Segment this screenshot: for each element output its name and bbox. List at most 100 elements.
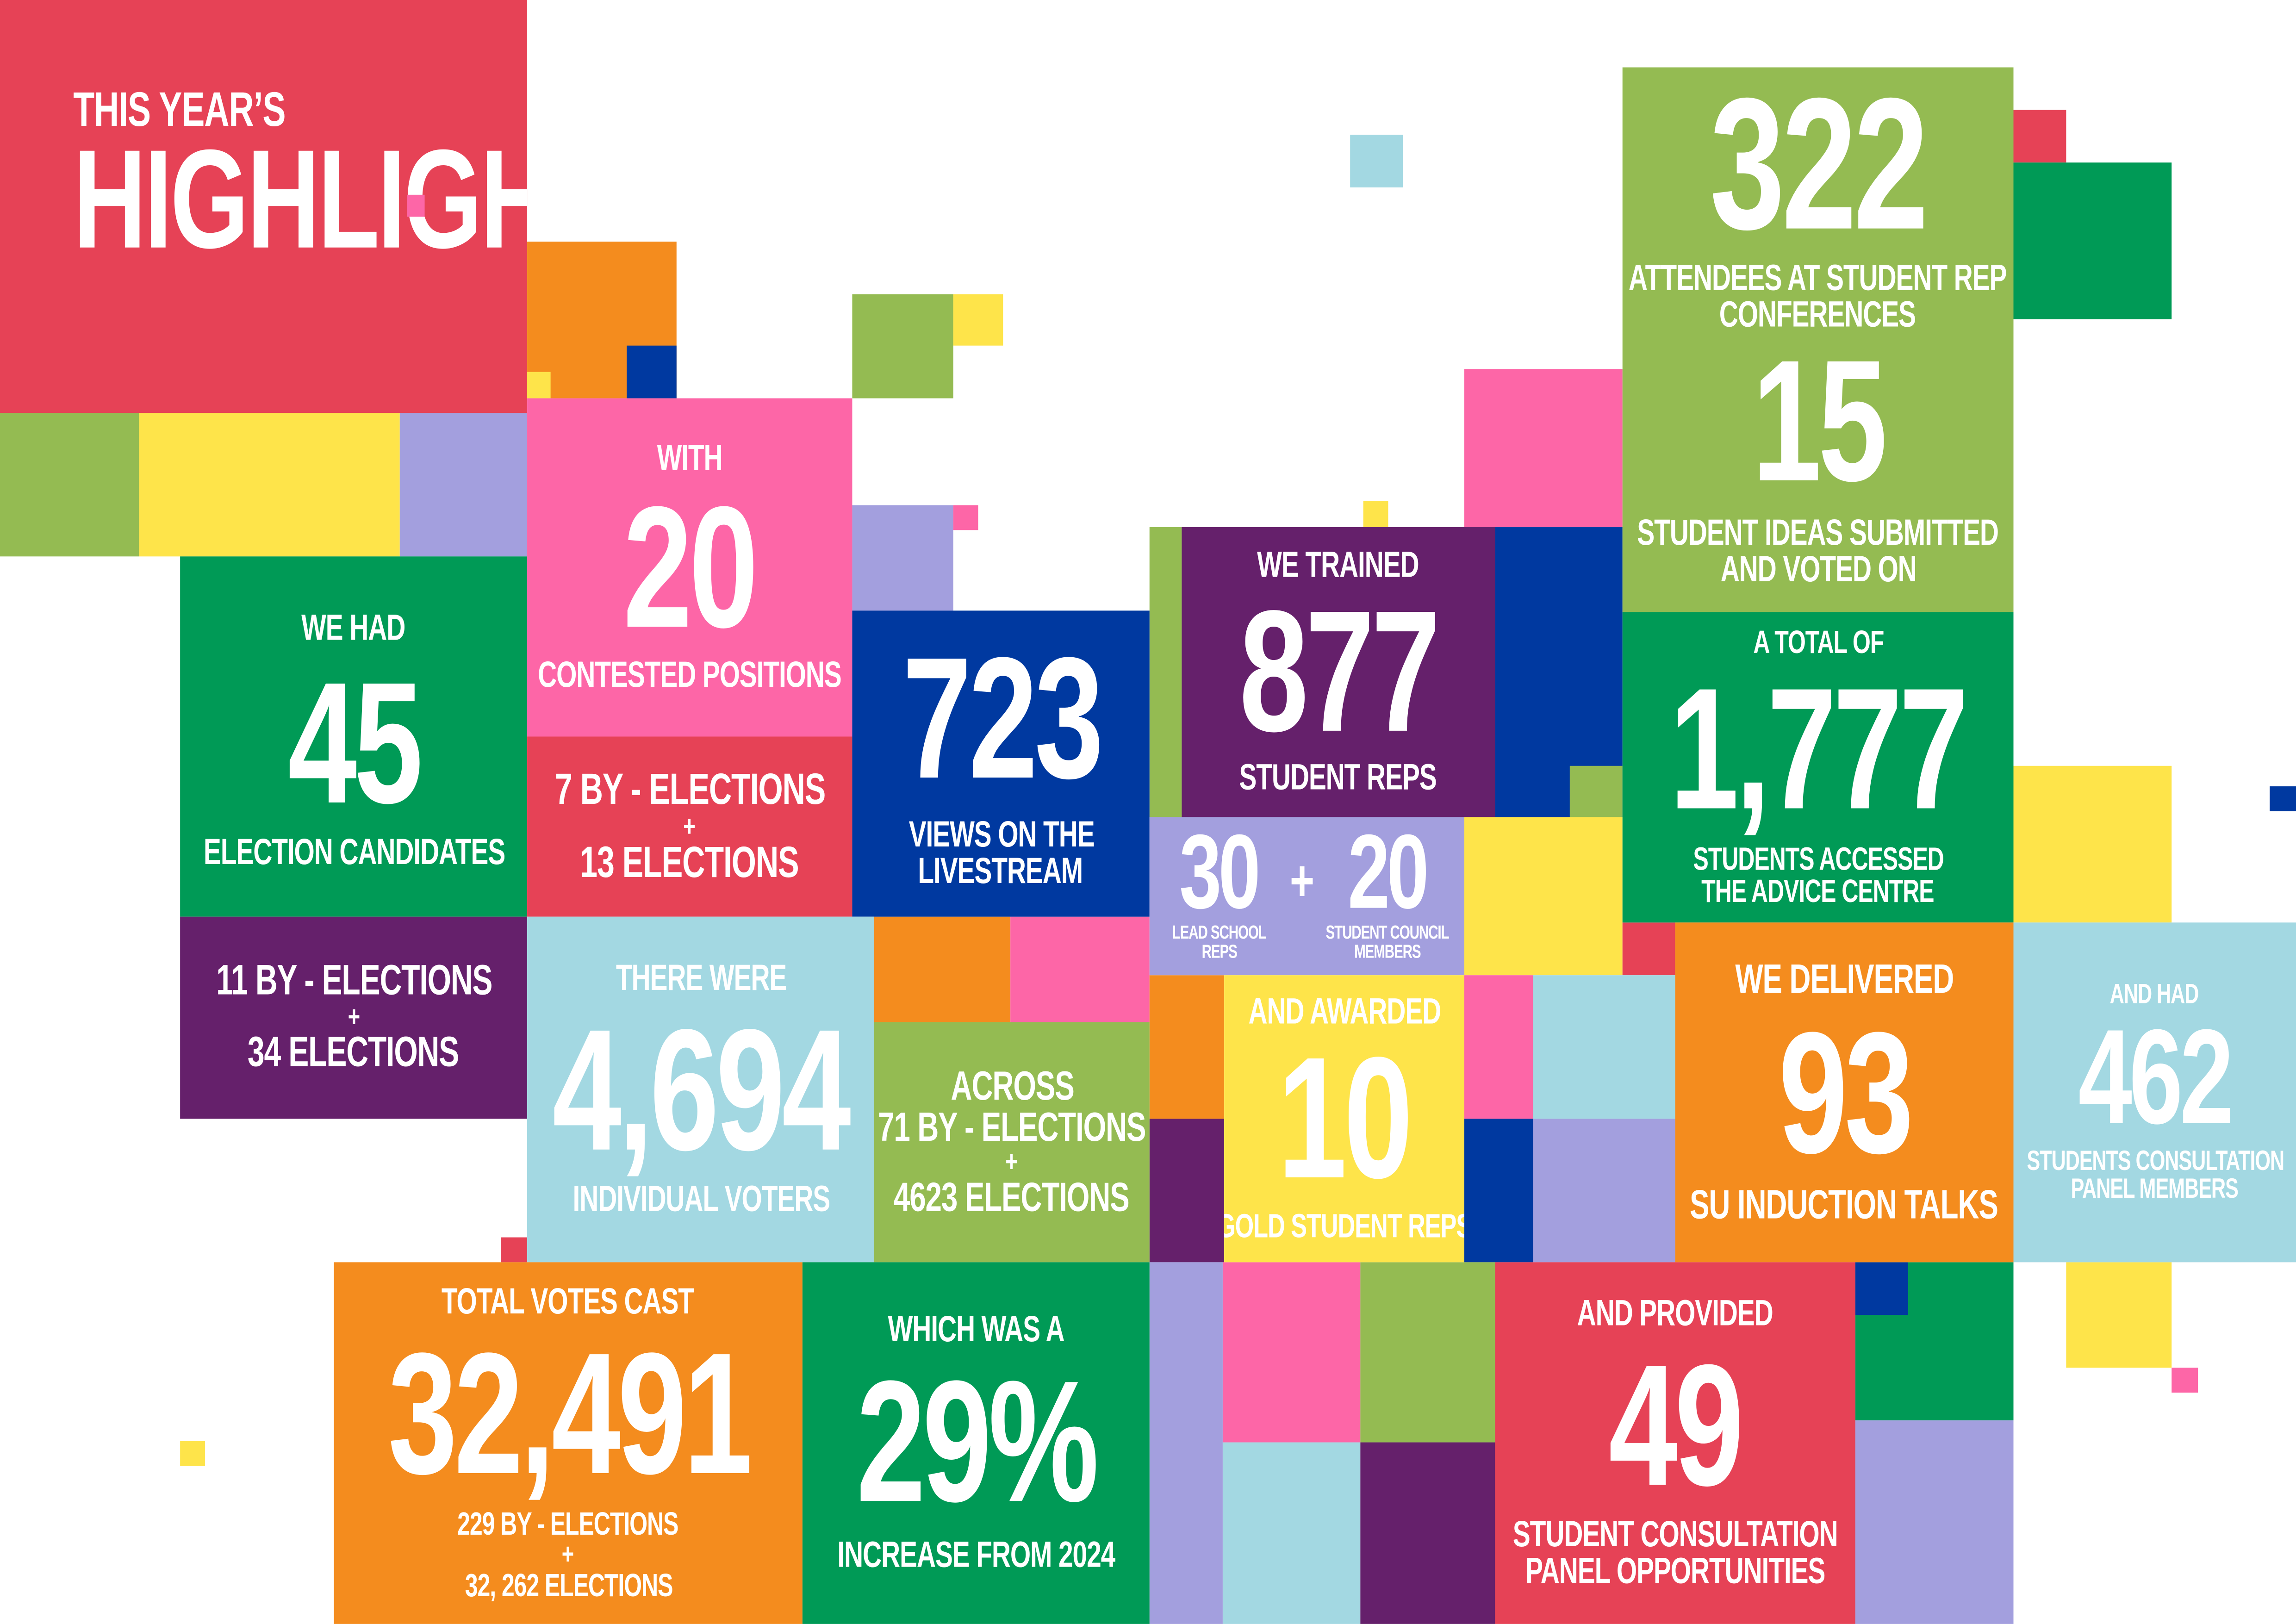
livestream-number: 723 xyxy=(902,638,1100,802)
advice-card: A TOTAL OF 1,777 STUDENTS ACCESSED THE A… xyxy=(1623,612,2014,923)
induction-intro: WE DELIVERED xyxy=(1735,959,1954,1000)
tile xyxy=(2014,766,2172,923)
trained-split-card: 30 LEAD SCHOOL REPS + 20 STUDENT COUNCIL… xyxy=(1150,817,1464,976)
voters-intro: THERE WERE xyxy=(616,960,786,997)
panel-card: AND HAD 462 STUDENTS CONSULTATION PANEL … xyxy=(2014,922,2296,1262)
tile xyxy=(407,195,425,217)
trained-split-plus: + xyxy=(1289,852,1310,911)
tile xyxy=(953,294,1003,346)
voters-split-line3: 4623 ELECTIONS xyxy=(894,1177,1130,1219)
increase-number: 29% xyxy=(856,1361,1096,1525)
candidates-split-line2: 34 ELECTIONS xyxy=(248,1033,459,1075)
tile xyxy=(953,505,978,530)
tile xyxy=(1360,1262,1495,1442)
votes-plus: + xyxy=(562,1541,574,1570)
opportunities-number: 49 xyxy=(1609,1344,1741,1508)
tile xyxy=(1150,1119,1224,1262)
votes-card: TOTAL VOTES CAST 32,491 229 BY - ELECTIO… xyxy=(334,1262,802,1624)
voters-split-line1: ACROSS xyxy=(950,1066,1073,1107)
induction-label: SU INDUCTION TALKS xyxy=(1690,1185,1998,1226)
tile xyxy=(852,505,953,611)
tile xyxy=(1570,766,1623,817)
gold-number: 10 xyxy=(1278,1037,1410,1201)
candidates-card: WE HAD 45 ELECTION CANDIDATES xyxy=(180,556,527,916)
tile xyxy=(527,372,551,398)
increase-card: WHICH WAS A 29% INCREASE FROM 2024 xyxy=(803,1262,1150,1624)
candidates-split-line1: 11 BY - ELECTIONS xyxy=(216,961,492,1003)
tile xyxy=(1533,975,1675,1119)
induction-number: 93 xyxy=(1778,1012,1910,1176)
panel-label-line1: STUDENTS CONSULTATION xyxy=(2026,1148,2284,1176)
livestream-label-line2: LIVESTREAM xyxy=(919,853,1083,890)
tile xyxy=(1223,1443,1360,1624)
advice-label-line1: STUDENTS ACCESSED xyxy=(1692,844,1943,876)
positions-number: 20 xyxy=(624,487,756,651)
candidates-split-card: 11 BY - ELECTIONS + 34 ELECTIONS xyxy=(180,917,527,1119)
conferences-number: 322 xyxy=(1710,76,1926,255)
tile xyxy=(1150,1262,1223,1624)
conferences-label-line1: ATTENDEES AT STUDENT REP xyxy=(1629,260,2007,297)
positions-split-card: 7 BY - ELECTIONS + 13 ELECTIONS xyxy=(527,736,852,916)
tile xyxy=(1855,1420,2014,1624)
tile xyxy=(1464,369,1623,527)
opportunities-intro: AND PROVIDED xyxy=(1577,1296,1773,1332)
candidates-label: ELECTION CANDIDATES xyxy=(203,835,504,871)
tile xyxy=(1350,135,1403,187)
votes-intro: TOTAL VOTES CAST xyxy=(442,1284,694,1321)
positions-split-line2: 13 ELECTIONS xyxy=(580,841,799,885)
positions-card: WITH 20 CONTESTED POSITIONS xyxy=(527,398,852,737)
increase-intro: WHICH WAS A xyxy=(888,1313,1064,1349)
tile xyxy=(2014,162,2172,319)
tile xyxy=(1363,501,1388,527)
candidates-split-plus: + xyxy=(348,1003,359,1032)
voters-split-card: ACROSS 71 BY - ELECTIONS + 4623 ELECTION… xyxy=(874,1022,1150,1262)
voters-split-line2: 71 BY - ELECTIONS xyxy=(878,1107,1145,1148)
votes-number: 32,491 xyxy=(387,1332,749,1497)
positions-split-plus: + xyxy=(684,812,696,841)
advice-label-line2: THE ADVICE CENTRE xyxy=(1702,876,1934,908)
tile xyxy=(2014,110,2066,162)
panel-number: 462 xyxy=(2078,1014,2231,1143)
lead-reps-number: 30 xyxy=(1180,823,1258,923)
opportunities-card: AND PROVIDED 49 STUDENT CONSULTATION PAN… xyxy=(1495,1262,1855,1624)
tile xyxy=(139,413,400,556)
lead-reps-label-line1: LEAD SCHOOL xyxy=(1172,923,1266,942)
ideas-number: 15 xyxy=(1752,339,1884,504)
tile xyxy=(0,413,139,556)
opportunities-label-line2: PANEL OPPORTUNITIES xyxy=(1525,1554,1825,1590)
induction-card: WE DELIVERED 93 SU INDUCTION TALKS xyxy=(1675,922,2014,1262)
gold-card: AND AWARDED 10 GOLD STUDENT REPS xyxy=(1224,975,1464,1262)
tile xyxy=(2066,1262,2172,1368)
positions-label: CONTESTED POSITIONS xyxy=(538,657,841,693)
votes-line1: 229 BY - ELECTIONS xyxy=(458,1508,678,1541)
council-label-line1: STUDENT COUNCIL xyxy=(1326,923,1449,942)
tile xyxy=(852,294,953,398)
livestream-label-line1: VIEWS ON THE xyxy=(908,816,1094,853)
advice-number: 1,777 xyxy=(1670,668,1966,832)
tile xyxy=(400,413,527,556)
tile xyxy=(501,1238,527,1263)
tile xyxy=(1223,1262,1360,1442)
conferences-card: 322 ATTENDEES AT STUDENT REP CONFERENCES… xyxy=(1623,68,2014,612)
tile xyxy=(2270,786,2296,811)
livestream-card: 723 VIEWS ON THE LIVESTREAM xyxy=(852,610,1149,916)
ideas-label-line1: STUDENT IDEAS SUBMITTED xyxy=(1637,515,1999,552)
council-number: 20 xyxy=(1348,823,1426,923)
tile xyxy=(180,1441,205,1466)
page-title: HIGHLIGHTS xyxy=(73,133,527,267)
voters-card: THERE WERE 4,694 INDIVIDUAL VOTERS xyxy=(527,917,874,1263)
candidates-number: 45 xyxy=(287,662,419,826)
votes-line2: 32, 262 ELECTIONS xyxy=(464,1570,672,1602)
gold-label: GOLD STUDENT REPS xyxy=(1224,1210,1464,1244)
tile xyxy=(1464,975,1533,1119)
voters-number: 4,694 xyxy=(553,1009,849,1173)
tile xyxy=(1464,1119,1533,1262)
tile xyxy=(2172,1368,2198,1393)
candidates-intro: WE HAD xyxy=(302,610,405,647)
voters-label: INDIVIDUAL VOTERS xyxy=(572,1182,829,1218)
lead-reps-label-line2: REPS xyxy=(1201,942,1237,961)
trained-number: 877 xyxy=(1239,590,1437,754)
trained-label: STUDENT REPS xyxy=(1240,760,1437,796)
tile xyxy=(1464,817,1623,976)
